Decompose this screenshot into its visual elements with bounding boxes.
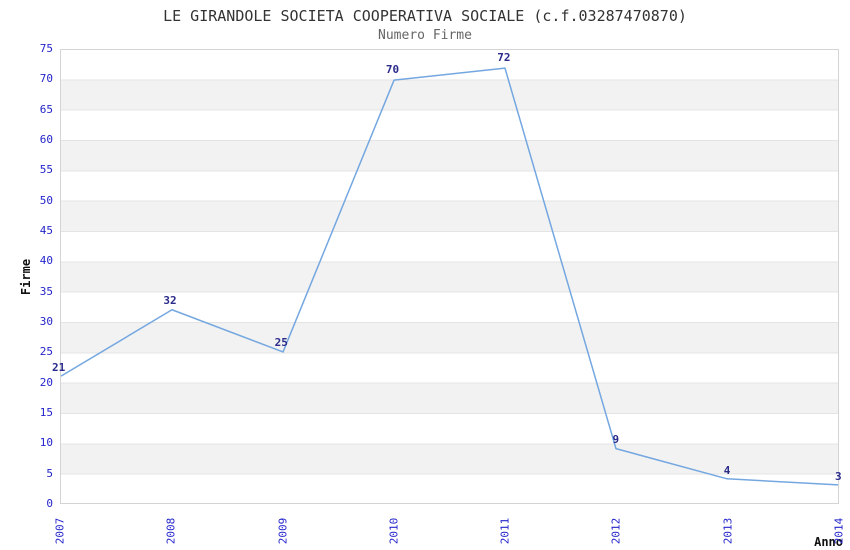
series-polyline: [60, 67, 839, 486]
y-tick-label: 35: [39, 284, 53, 298]
y-tick-label: 10: [39, 436, 53, 450]
y-tick-label: 60: [39, 133, 53, 146]
chart-title: LE GIRANDOLE SOCIETA COOPERATIVA SOCIALE…: [163, 7, 687, 25]
x-tick-label: 2013: [721, 517, 735, 545]
point-value-label: 9: [612, 433, 620, 447]
y-tick-label: 45: [39, 224, 53, 237]
y-tick-label: 70: [39, 72, 53, 86]
x-tick-label: 2009: [276, 517, 290, 545]
y-tick-label: 75: [39, 42, 53, 55]
point-value-label: 4: [723, 463, 731, 477]
point-value-label: 70: [385, 63, 400, 77]
x-tick-label: 2014: [832, 517, 846, 545]
x-axis-title: Anno: [814, 535, 843, 549]
y-tick-label: 30: [39, 315, 53, 328]
point-value-label: 72: [497, 51, 511, 65]
y-tick-label: 15: [39, 406, 53, 419]
chart-subtitle: Numero Firme: [378, 28, 472, 43]
y-tick-label: 25: [39, 345, 53, 359]
x-tick-label: 2010: [387, 517, 401, 545]
series-canvas: [60, 67, 839, 486]
x-tick-label: 2011: [498, 517, 512, 545]
y-tick-label: 20: [39, 375, 53, 389]
y-tick-label: 55: [39, 163, 53, 177]
point-value-label: 25: [274, 336, 288, 350]
point-value-label: 21: [52, 360, 66, 374]
x-tick-label: 2007: [53, 517, 67, 545]
plot-area: [60, 49, 839, 504]
y-tick-label: 0: [46, 497, 53, 510]
point-value-label: 32: [163, 293, 177, 307]
x-tick-label: 2012: [609, 517, 623, 545]
x-tick-label: 2008: [164, 517, 178, 545]
y-tick-label: 40: [39, 254, 53, 268]
y-tick-label: 5: [46, 466, 53, 480]
y-tick-label: 65: [39, 102, 53, 116]
point-value-label: 3: [835, 469, 842, 483]
y-tick-label: 50: [39, 193, 53, 207]
